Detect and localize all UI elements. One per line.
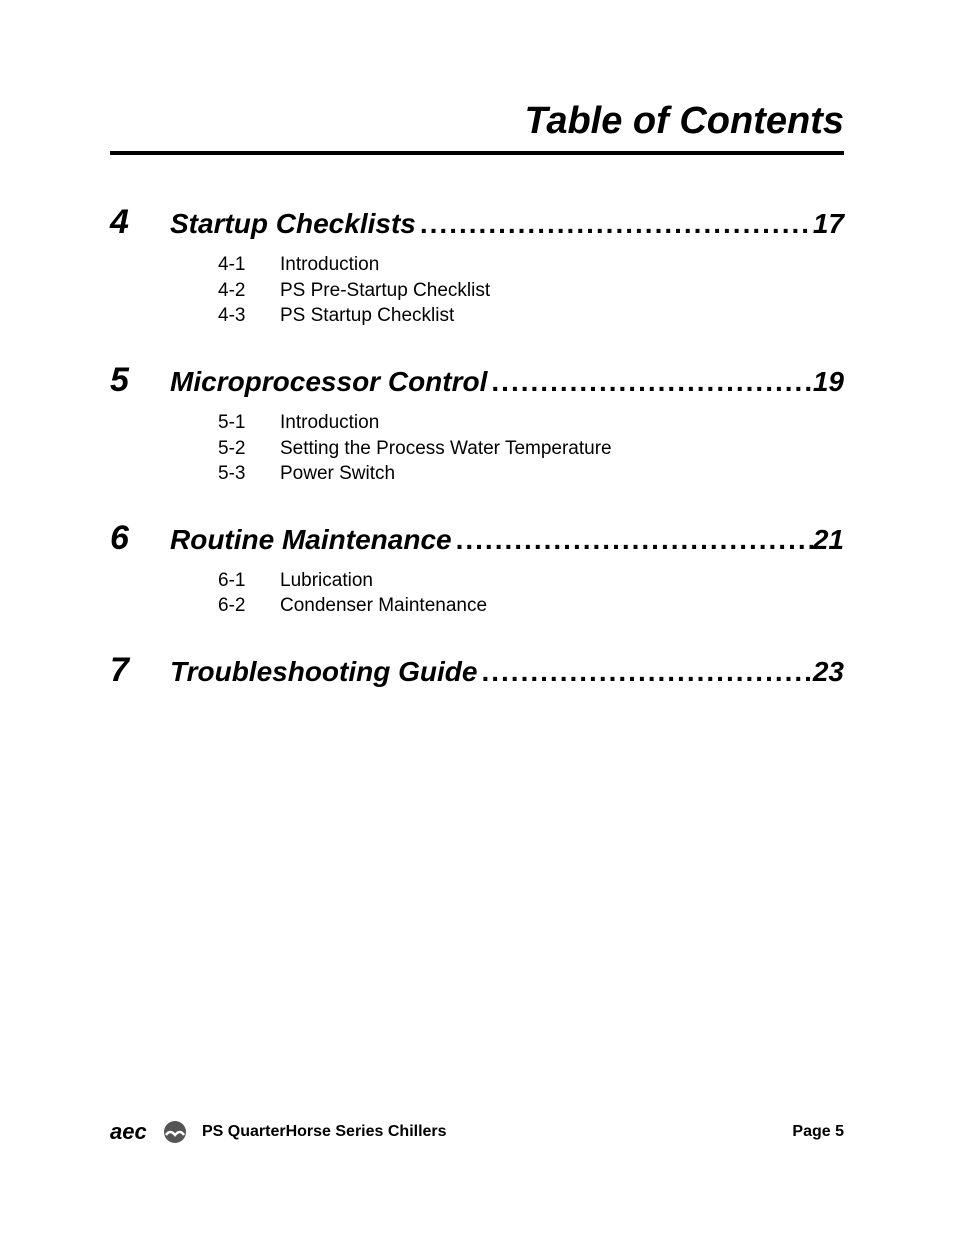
- toc-chapter: 7Troubleshooting Guide 23: [110, 651, 844, 690]
- document-page: Table of Contents 4Startup Checklists174…: [0, 0, 954, 1235]
- toc-chapter-page: 17: [813, 208, 844, 240]
- toc-chapter-header: 4Startup Checklists 17: [110, 203, 844, 242]
- toc-subsection-title: Condenser Maintenance: [280, 593, 844, 619]
- toc-subsection-list: 5-1Introduction5-2Setting the Process Wa…: [218, 410, 844, 487]
- toc-subsection: 4-2PS Pre-Startup Checklist: [218, 278, 844, 304]
- toc-subsection-title: Setting the Process Water Temperature: [280, 436, 844, 462]
- toc-subsection: 6-1Lubrication: [218, 568, 844, 594]
- footer-product-name: PS QuarterHorse Series Chillers: [202, 1123, 792, 1141]
- toc-subsection: 5-2Setting the Process Water Temperature: [218, 436, 844, 462]
- toc-chapter-number: 5: [110, 361, 170, 400]
- toc-chapter-header: 7Troubleshooting Guide 23: [110, 651, 844, 690]
- toc-subsection: 5-1Introduction: [218, 410, 844, 436]
- toc-chapter-number: 7: [110, 651, 170, 690]
- toc-chapter: 6Routine Maintenance 21 6-1Lubrication6-2C…: [110, 519, 844, 619]
- toc-subsection-number: 6-2: [218, 593, 280, 619]
- toc-subsection: 4-1Introduction: [218, 252, 844, 278]
- toc-chapter-title: Startup Checklists: [170, 208, 416, 240]
- toc-chapter-title: Troubleshooting Guide: [170, 656, 477, 688]
- toc-chapter-number: 4: [110, 203, 170, 242]
- toc-subsection-title: PS Startup Checklist: [280, 303, 844, 329]
- toc-subsection-number: 5-1: [218, 410, 280, 436]
- toc-subsection: 5-3Power Switch: [218, 461, 844, 487]
- toc-subsection-title: Power Switch: [280, 461, 844, 487]
- toc-subsection-title: Lubrication: [280, 568, 844, 594]
- toc-chapter-title: Routine Maintenance: [170, 524, 452, 556]
- toc-subsection: 6-2Condenser Maintenance: [218, 593, 844, 619]
- toc-chapter-page: 19: [813, 366, 844, 398]
- toc-subsection-number: 5-3: [218, 461, 280, 487]
- toc-leader-dots: [487, 366, 812, 398]
- toc-subsection-number: 6-1: [218, 568, 280, 594]
- toc-subsection-title: PS Pre-Startup Checklist: [280, 278, 844, 304]
- footer: aec PS QuarterHorse Series Chillers Page…: [110, 1119, 844, 1145]
- toc-subsection-number: 4-3: [218, 303, 280, 329]
- toc-chapter: 5Microprocessor Control 19 5-1Introduction…: [110, 361, 844, 487]
- toc-chapter-title: Microprocessor Control: [170, 366, 487, 398]
- page-title: Table of Contents: [110, 100, 844, 155]
- toc-leader-dots: [416, 208, 813, 240]
- toc-subsection-title: Introduction: [280, 252, 844, 278]
- svg-text:aec: aec: [110, 1119, 147, 1144]
- toc-list: 4Startup Checklists174-1Introduction4-2P…: [110, 203, 844, 690]
- brand-logo-icon: aec: [110, 1119, 190, 1145]
- toc-chapter-header: 6Routine Maintenance 21: [110, 519, 844, 558]
- toc-subsection: 4-3PS Startup Checklist: [218, 303, 844, 329]
- toc-subsection-number: 4-2: [218, 278, 280, 304]
- toc-chapter-number: 6: [110, 519, 170, 558]
- footer-page-number: Page 5: [792, 1123, 844, 1141]
- toc-chapter-page: 21: [813, 524, 844, 556]
- toc-chapter-header: 5Microprocessor Control 19: [110, 361, 844, 400]
- toc-chapter: 4Startup Checklists 17 4-1Introduction4-2P…: [110, 203, 844, 329]
- toc-subsection-title: Introduction: [280, 410, 844, 436]
- toc-leader-dots: [452, 524, 813, 556]
- toc-subsection-number: 5-2: [218, 436, 280, 462]
- toc-subsection-number: 4-1: [218, 252, 280, 278]
- toc-subsection-list: 4-1Introduction4-2PS Pre-Startup Checkli…: [218, 252, 844, 329]
- toc-leader-dots: [477, 656, 812, 688]
- toc-subsection-list: 6-1Lubrication6-2Condenser Maintenance: [218, 568, 844, 619]
- toc-chapter-page: 23: [813, 656, 844, 688]
